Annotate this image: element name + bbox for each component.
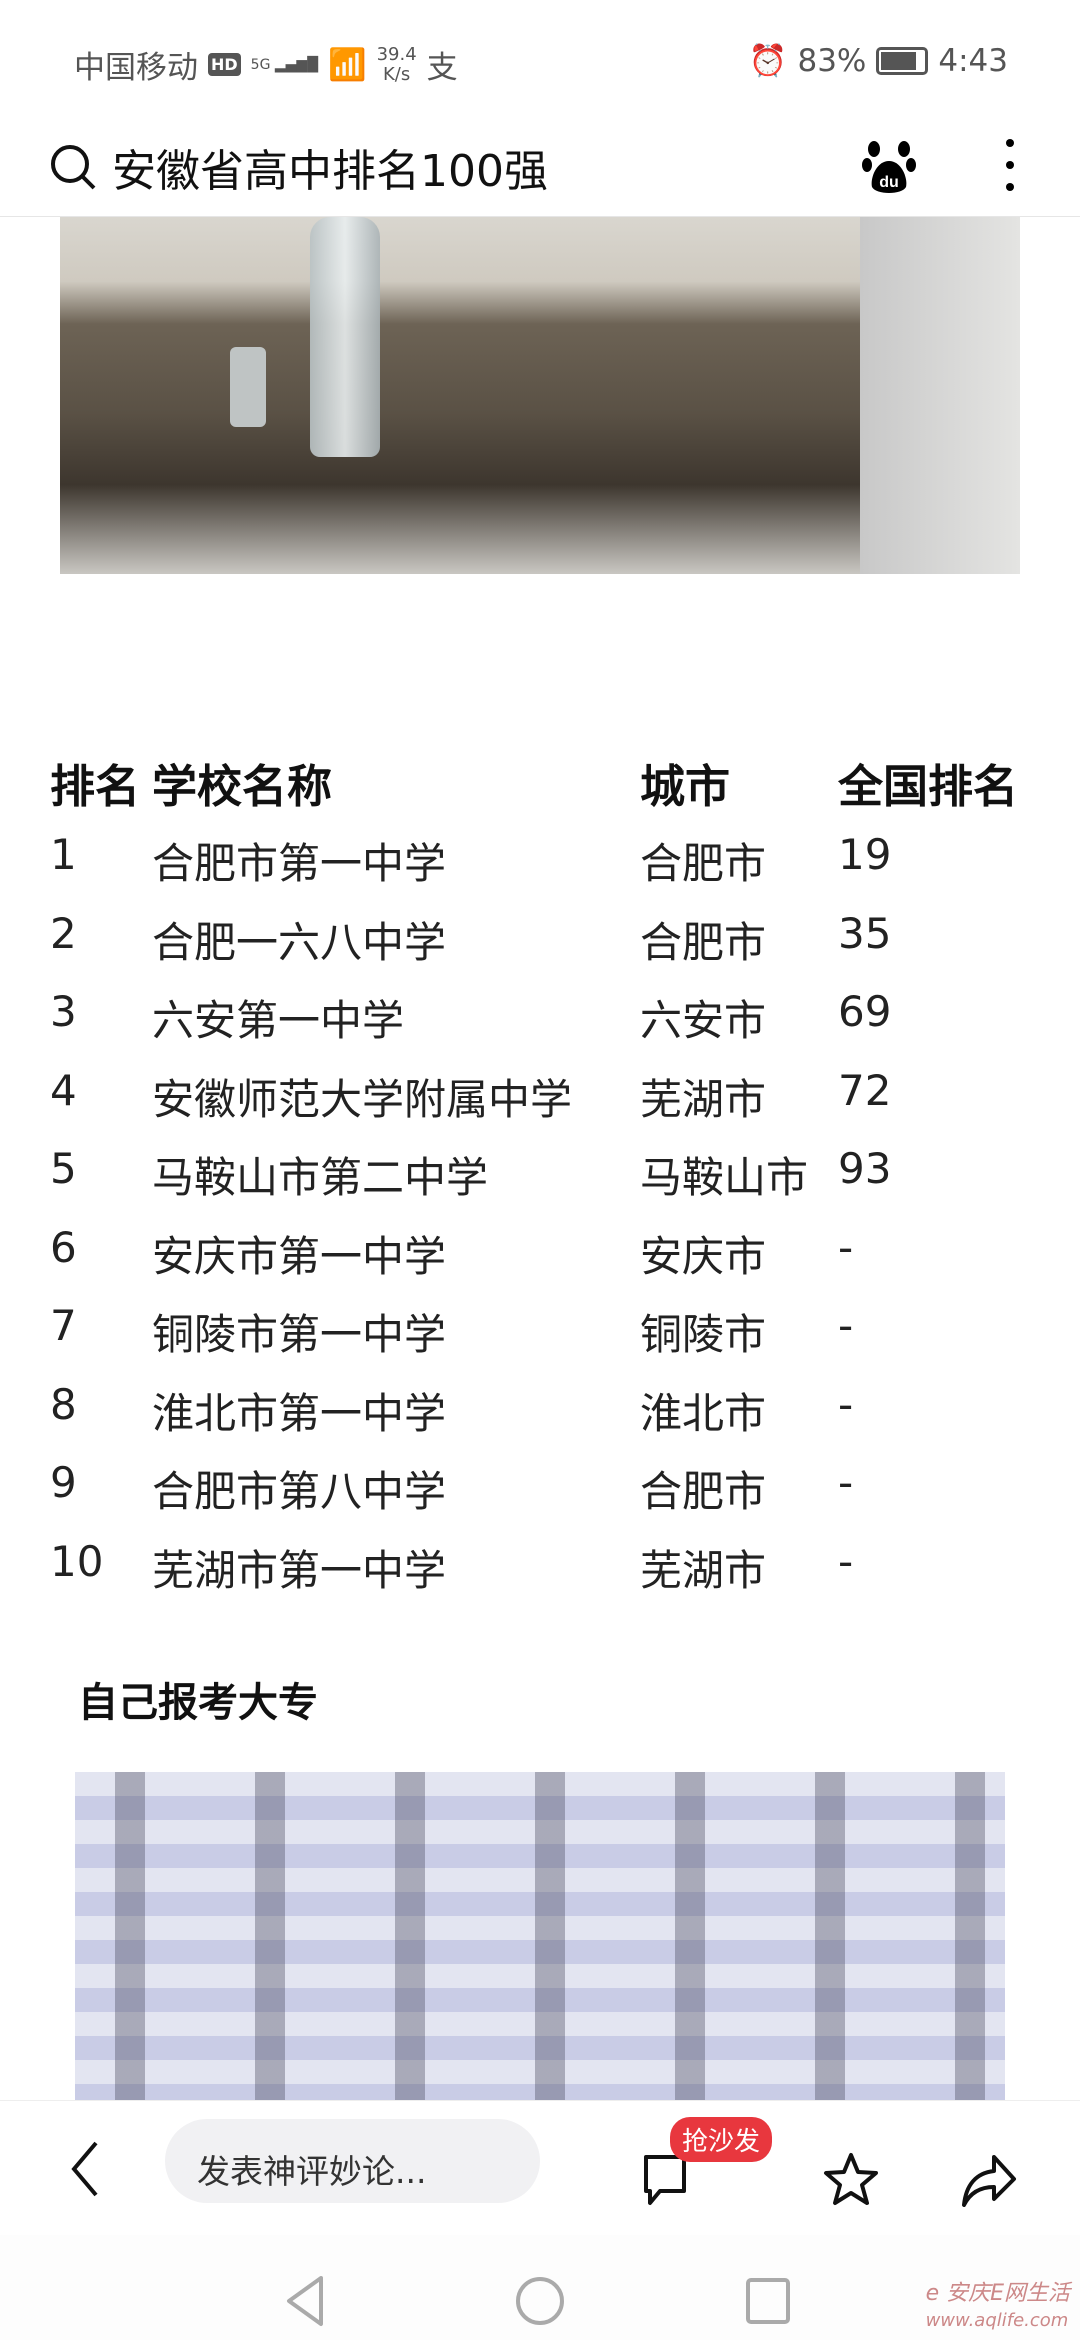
cell: 4	[50, 1065, 77, 1115]
battery-percent: 83%	[797, 42, 867, 79]
nav-back-icon[interactable]	[285, 2275, 325, 2327]
bottom-action-bar: 发表神评妙论... 抢沙发	[0, 2100, 1080, 2235]
cell: 铜陵市	[640, 1310, 767, 1359]
cell: 72	[838, 1065, 892, 1115]
hd-icon: HD	[208, 53, 241, 76]
image-row	[75, 1892, 1005, 1916]
cell: 93	[838, 1144, 892, 1193]
cell: 芜湖市第一中学	[152, 1545, 447, 1595]
network-speed: 39.4 K/s	[376, 43, 417, 85]
cell: 合肥市第八中学	[152, 1467, 447, 1516]
clock: 4:43	[938, 42, 1008, 79]
image-row	[75, 2012, 1005, 2036]
back-icon[interactable]	[68, 2141, 102, 2197]
cell: -	[838, 1458, 854, 1507]
vase-image	[230, 347, 266, 427]
image-row	[75, 1916, 1005, 1940]
comment-badge[interactable]: 抢沙发	[670, 2117, 773, 2162]
cell: 安徽师范大学附属中学	[152, 1074, 573, 1124]
cell: 六安市	[640, 996, 767, 1045]
battery-icon	[876, 46, 929, 75]
image-row	[75, 1988, 1005, 2012]
cell: 2	[50, 908, 77, 958]
cell: 69	[838, 987, 892, 1036]
baidu-paw-icon[interactable]: du	[862, 139, 916, 195]
cell: 7	[50, 1301, 77, 1350]
image-row	[75, 2084, 1005, 2100]
search-query[interactable]: 安徽省高中排名100强	[112, 146, 548, 197]
comment-icon[interactable]	[640, 2153, 690, 2207]
search-bar[interactable]: 安徽省高中排名100强 du	[0, 125, 1080, 217]
cell: 9	[50, 1458, 77, 1507]
alipay-icon: 支	[426, 50, 458, 86]
carrier: 中国移动	[74, 50, 198, 86]
cell: 5	[50, 1144, 77, 1193]
nav-home-icon[interactable]	[514, 2275, 566, 2327]
cell: 马鞍山市	[640, 1153, 809, 1202]
cell: 淮北市第一中学	[152, 1388, 447, 1438]
search-icon[interactable]	[48, 142, 98, 192]
cell: 淮北市	[640, 1388, 767, 1438]
system-nav-bar: e 安庆E网生活 www.aqlife.com	[0, 2235, 1080, 2340]
cell: 35	[838, 908, 892, 958]
image-row	[75, 1964, 1005, 1988]
cell: 8	[50, 1379, 77, 1429]
cell: 全国排名	[838, 760, 1019, 813]
wifi-icon: 📶	[327, 47, 367, 83]
star-icon[interactable]	[822, 2151, 880, 2209]
cell: 合肥市	[640, 917, 767, 967]
cell: -	[838, 1536, 854, 1586]
cell: 安庆市	[640, 1231, 767, 1281]
cell: 合肥市	[640, 839, 767, 888]
image-row	[75, 1796, 1005, 1820]
status-bar: 中国移动 HD 5G ▂▄▆█ 📶 39.4 K/s 支 ⏰ 83% 4:43	[0, 0, 1080, 125]
cell: -	[838, 1379, 854, 1429]
more-vert-icon[interactable]	[1000, 135, 1020, 195]
cell: 安庆市第一中学	[152, 1231, 447, 1281]
svg-text:du: du	[879, 174, 899, 191]
cell: -	[838, 1301, 854, 1350]
cell: 3	[50, 987, 77, 1036]
signal-icon: 5G ▂▄▆█	[250, 56, 318, 73]
image-row	[75, 1820, 1005, 1844]
cell: 10	[50, 1536, 104, 1586]
cell: 学校名称	[152, 760, 333, 813]
cell: 合肥市第一中学	[152, 839, 447, 888]
cell: 马鞍山市第二中学	[152, 1153, 489, 1202]
bottle-image	[310, 217, 380, 457]
cell: 芜湖市	[640, 1545, 767, 1595]
image-row	[75, 1844, 1005, 1868]
score-table-image	[75, 1772, 1005, 2100]
image-row	[75, 1940, 1005, 1964]
cell: 6	[50, 1222, 77, 1272]
cell: 排名	[50, 760, 141, 813]
cell: 铜陵市第一中学	[152, 1310, 447, 1359]
cell: 合肥一六八中学	[152, 917, 447, 967]
background-image	[860, 217, 1020, 574]
image-row	[75, 2060, 1005, 2084]
comment-placeholder: 发表神评妙论...	[197, 2152, 427, 2191]
share-icon[interactable]	[960, 2153, 1018, 2207]
image-row	[75, 1772, 1005, 1796]
article-photo	[60, 217, 1020, 574]
comment-input[interactable]: 发表神评妙论...	[165, 2119, 540, 2203]
cell: 1	[50, 830, 77, 879]
nav-recents-icon[interactable]	[745, 2277, 791, 2325]
image-row	[75, 1868, 1005, 1892]
cell: 城市	[640, 760, 731, 813]
cell: 六安第一中学	[152, 996, 405, 1045]
cell: 芜湖市	[640, 1074, 767, 1124]
cell: 合肥市	[640, 1467, 767, 1516]
image-row	[75, 2036, 1005, 2060]
watermark-logo: e 安庆E网生活 www.aqlife.com	[925, 2281, 1070, 2331]
cell: -	[838, 1222, 854, 1272]
alarm-icon: ⏰	[748, 43, 788, 79]
cell: 19	[838, 830, 892, 879]
section-title: 自己报考大专	[78, 1680, 318, 1726]
